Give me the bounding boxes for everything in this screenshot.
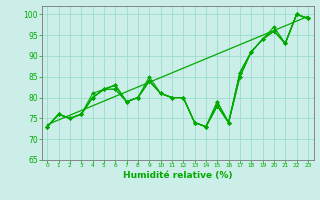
X-axis label: Humidité relative (%): Humidité relative (%) [123, 171, 232, 180]
